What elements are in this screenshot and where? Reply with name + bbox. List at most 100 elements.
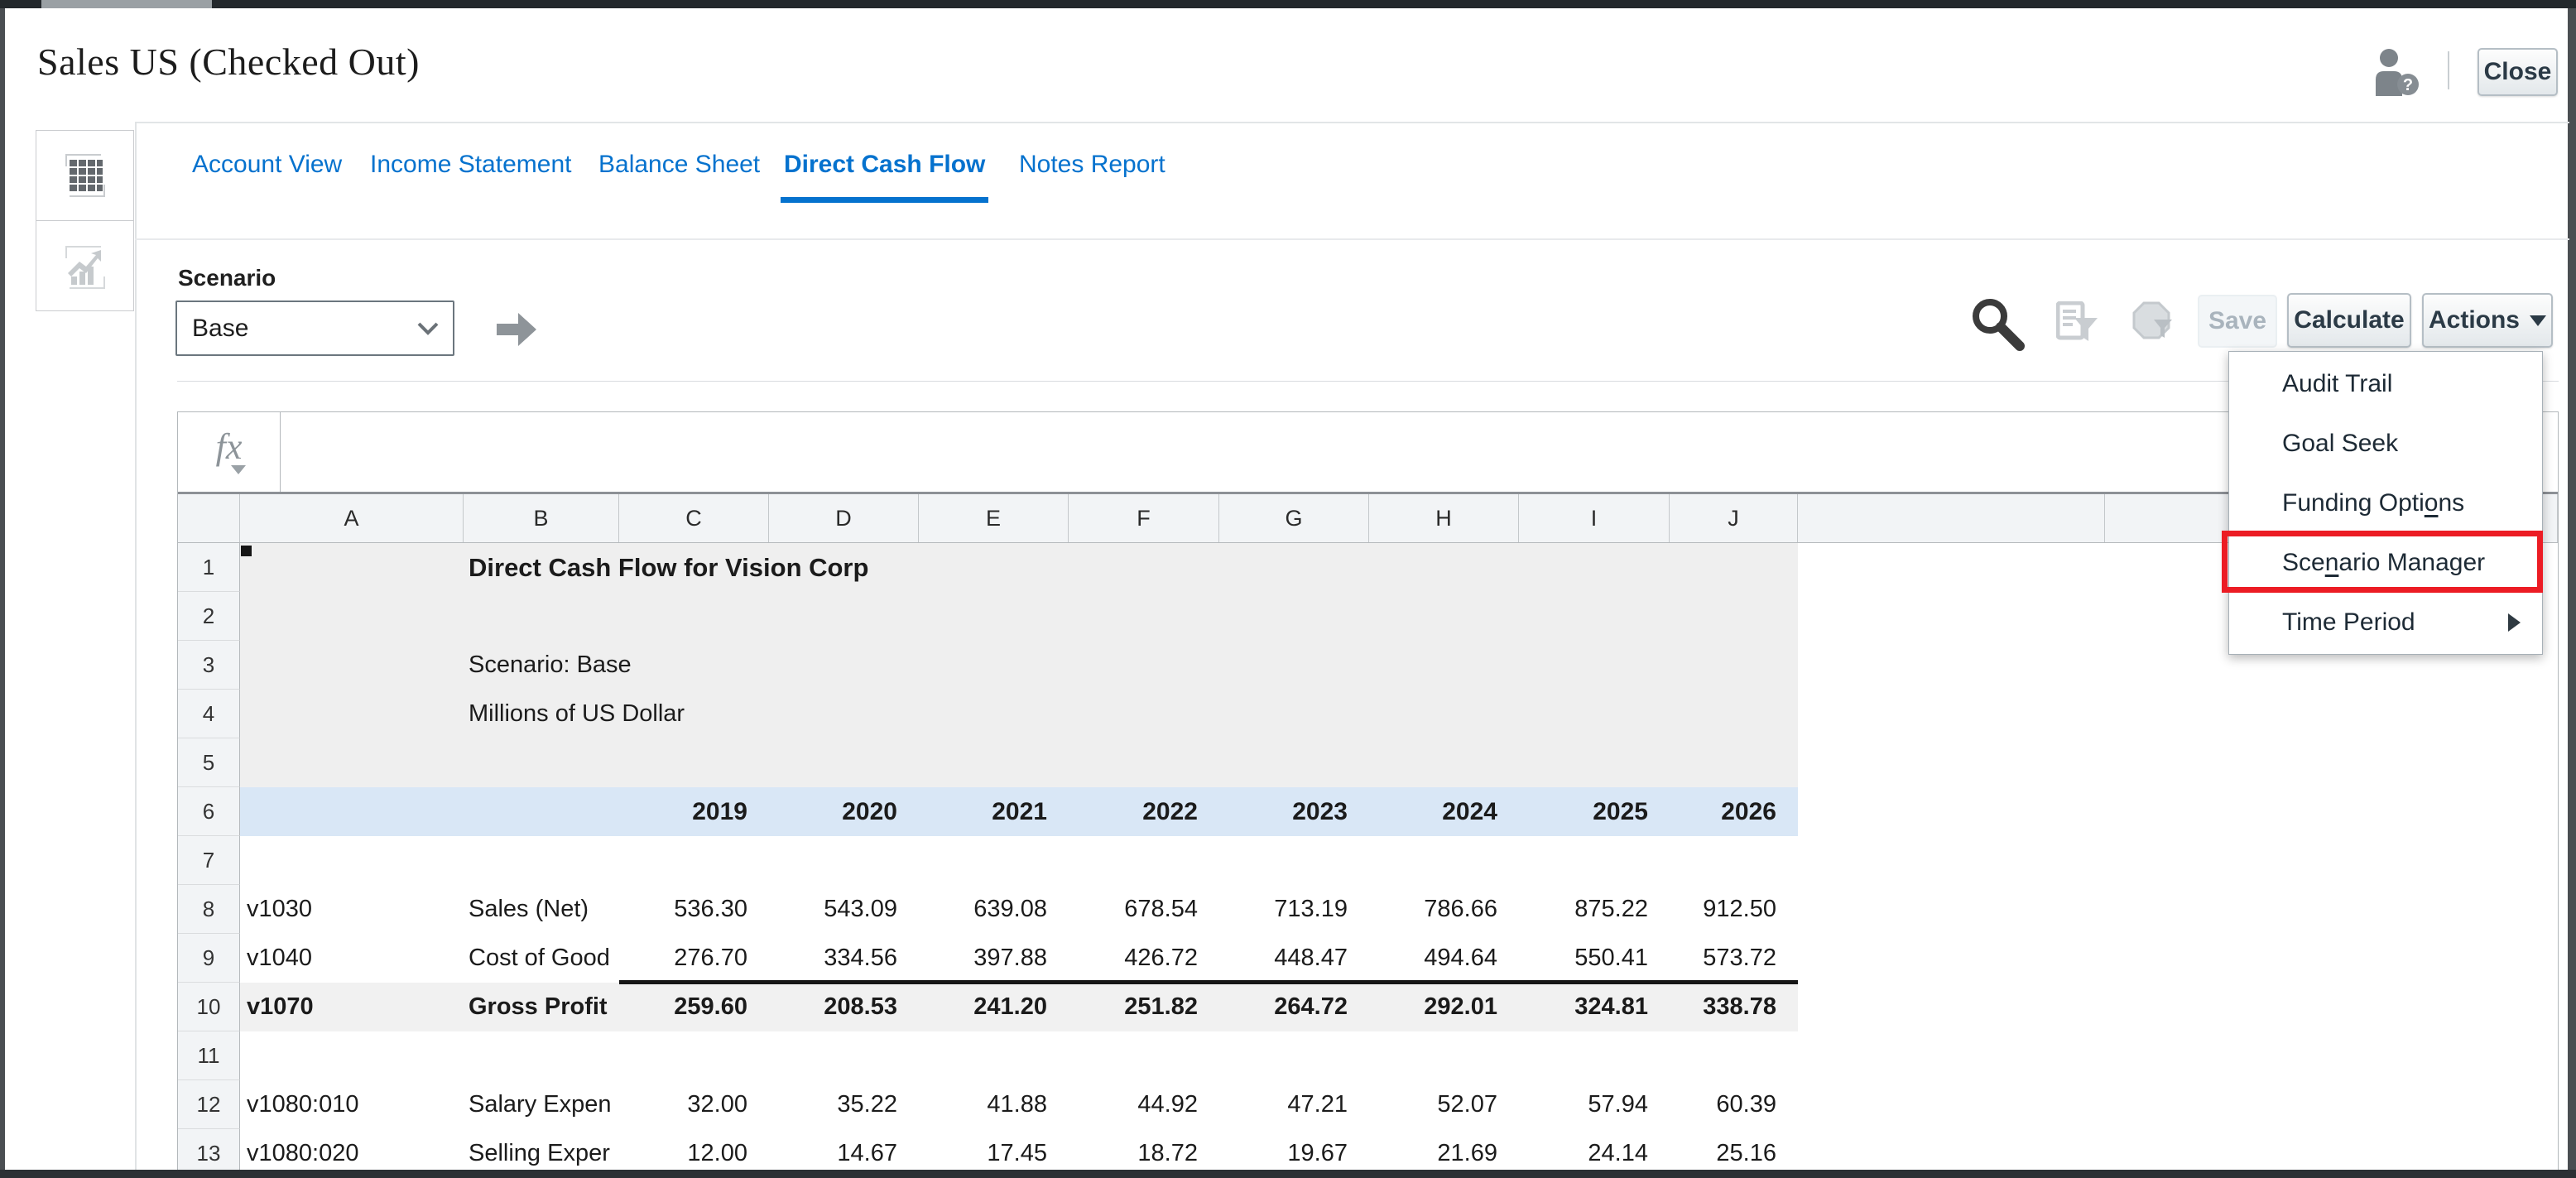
cell-E1[interactable] — [919, 543, 1069, 592]
row-header-11[interactable]: 11 — [178, 1031, 240, 1080]
cell-G8[interactable]: 713.19 — [1274, 896, 1348, 922]
row-header-12[interactable]: 12 — [178, 1080, 240, 1129]
formula-input[interactable] — [281, 412, 2558, 492]
cell-B12[interactable]: Salary Expen — [469, 1091, 612, 1118]
cell-F5[interactable] — [1069, 738, 1219, 787]
cell-E8[interactable]: 639.08 — [973, 896, 1047, 922]
menu-item-funding-options[interactable]: Funding Options — [2229, 474, 2542, 533]
cell-J11[interactable] — [1670, 1031, 1798, 1080]
tab-direct-cash-flow[interactable]: Direct Cash Flow — [780, 151, 989, 204]
cell-D2[interactable] — [769, 592, 919, 641]
cell-D11[interactable] — [769, 1031, 919, 1080]
cell-J6[interactable]: 2026 — [1721, 797, 1776, 825]
cell-C12[interactable]: 32.00 — [687, 1091, 747, 1118]
cell-G4[interactable] — [1219, 690, 1369, 738]
cell-I9[interactable]: 550.41 — [1574, 945, 1648, 971]
cell-D12[interactable]: 35.22 — [837, 1091, 897, 1118]
close-button[interactable]: Close — [2477, 48, 2558, 96]
row-header-8[interactable]: 8 — [178, 885, 240, 934]
cell-B5[interactable] — [464, 738, 619, 787]
column-header-D[interactable]: D — [769, 494, 919, 542]
cell-C4[interactable] — [619, 690, 769, 738]
cell-D4[interactable] — [769, 690, 919, 738]
cell-I5[interactable] — [1519, 738, 1670, 787]
cell-E13[interactable]: 17.45 — [987, 1140, 1047, 1166]
cell-H10[interactable]: 292.01 — [1424, 993, 1497, 1020]
cell-G6[interactable]: 2023 — [1292, 797, 1348, 825]
cell-J1[interactable] — [1670, 543, 1798, 592]
tab-notes-report[interactable]: Notes Report — [1019, 151, 1165, 178]
cell-H12[interactable]: 52.07 — [1437, 1091, 1497, 1118]
cell-D9[interactable]: 334.56 — [824, 945, 897, 971]
cell-H13[interactable]: 21.69 — [1437, 1140, 1497, 1166]
cell-C6[interactable]: 2019 — [692, 797, 747, 825]
row-header-5[interactable]: 5 — [178, 738, 240, 787]
cell-G3[interactable] — [1219, 641, 1369, 690]
cell-B9[interactable]: Cost of Good — [469, 945, 610, 971]
column-header-B[interactable]: B — [464, 494, 619, 542]
cell-D7[interactable] — [769, 836, 919, 885]
cell-J12[interactable]: 60.39 — [1716, 1091, 1776, 1118]
cell-I2[interactable] — [1519, 592, 1670, 641]
cell-J2[interactable] — [1670, 592, 1798, 641]
column-header-E[interactable]: E — [919, 494, 1069, 542]
cell-I10[interactable]: 324.81 — [1574, 993, 1648, 1020]
cell-I7[interactable] — [1519, 836, 1670, 885]
tab-balance-sheet[interactable]: Balance Sheet — [598, 151, 761, 178]
column-header-J[interactable]: J — [1670, 494, 1798, 542]
row-header-4[interactable]: 4 — [178, 690, 240, 738]
cell-D3[interactable] — [769, 641, 919, 690]
cell-C11[interactable] — [619, 1031, 769, 1080]
cell-E7[interactable] — [919, 836, 1069, 885]
cell-C13[interactable]: 12.00 — [687, 1140, 747, 1166]
cell-J3[interactable] — [1670, 641, 1798, 690]
cell-E9[interactable]: 397.88 — [973, 945, 1047, 971]
cell-F8[interactable]: 678.54 — [1124, 896, 1198, 922]
cell-A9[interactable]: v1040 — [247, 945, 313, 971]
cell-H5[interactable] — [1369, 738, 1519, 787]
cell-I4[interactable] — [1519, 690, 1670, 738]
corner-header-cell[interactable] — [178, 494, 240, 542]
cell-E11[interactable] — [919, 1031, 1069, 1080]
cell-G11[interactable] — [1219, 1031, 1369, 1080]
cell-C10[interactable]: 259.60 — [674, 993, 747, 1020]
cell-C3[interactable] — [619, 641, 769, 690]
cell-B7[interactable] — [464, 836, 619, 885]
cell-B2[interactable] — [464, 592, 619, 641]
cell-A2[interactable] — [240, 592, 464, 641]
row-header-13[interactable]: 13 — [178, 1129, 240, 1170]
cell-I11[interactable] — [1519, 1031, 1670, 1080]
cell-C7[interactable] — [619, 836, 769, 885]
cell-C9[interactable]: 276.70 — [674, 945, 747, 971]
cell-E2[interactable] — [919, 592, 1069, 641]
cell-B13[interactable]: Selling Exper — [469, 1140, 610, 1166]
cell-F9[interactable]: 426.72 — [1124, 945, 1198, 971]
filter-list-icon[interactable] — [2056, 301, 2099, 343]
cell-A12[interactable]: v1080:010 — [247, 1091, 359, 1118]
cell-D10[interactable]: 208.53 — [824, 993, 897, 1020]
actions-button[interactable]: Actions — [2422, 293, 2553, 348]
search-icon[interactable] — [1968, 296, 2030, 351]
apply-scenario-arrow-icon[interactable] — [495, 311, 538, 348]
calculate-button[interactable]: Calculate — [2287, 293, 2411, 348]
cell-D5[interactable] — [769, 738, 919, 787]
cell-H3[interactable] — [1369, 641, 1519, 690]
cell-F3[interactable] — [1069, 641, 1219, 690]
cell-I3[interactable] — [1519, 641, 1670, 690]
cell-J10[interactable]: 338.78 — [1703, 993, 1776, 1020]
cell-G5[interactable] — [1219, 738, 1369, 787]
cell-B8[interactable]: Sales (Net) — [469, 896, 589, 922]
cell-E5[interactable] — [919, 738, 1069, 787]
cell-F10[interactable]: 251.82 — [1124, 993, 1198, 1020]
column-header-G[interactable]: G — [1219, 494, 1369, 542]
cell-E4[interactable] — [919, 690, 1069, 738]
cell-I8[interactable]: 875.22 — [1574, 896, 1648, 922]
cell-A10[interactable]: v1070 — [247, 993, 314, 1020]
save-button[interactable]: Save — [2198, 295, 2277, 348]
column-header-I[interactable]: I — [1519, 494, 1670, 542]
cell-J13[interactable]: 25.16 — [1716, 1140, 1776, 1166]
cell-A13[interactable]: v1080:020 — [247, 1140, 359, 1166]
cell-F13[interactable]: 18.72 — [1137, 1140, 1198, 1166]
cell-F7[interactable] — [1069, 836, 1219, 885]
cell-E12[interactable]: 41.88 — [987, 1091, 1047, 1118]
